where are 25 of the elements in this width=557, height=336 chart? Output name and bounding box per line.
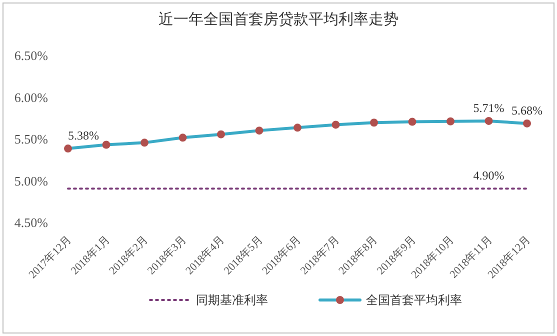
point <box>408 118 416 126</box>
point <box>332 120 340 129</box>
data-label: 5.68% <box>512 103 542 118</box>
point <box>102 140 110 149</box>
data-label: 4.90% <box>473 168 504 183</box>
point <box>484 116 493 125</box>
point <box>294 124 302 132</box>
chart-title: 近一年全国首套房贷款平均利率走势 <box>158 11 398 28</box>
legend-label: 同期基准利率 <box>196 293 268 307</box>
point <box>255 126 264 135</box>
y-tick-label: 5.00% <box>14 173 48 188</box>
data-label: 5.38% <box>68 128 99 143</box>
y-tick-label: 4.50% <box>14 215 48 230</box>
y-tick-label: 6.50% <box>14 48 48 63</box>
point <box>523 119 531 128</box>
y-tick-label: 6.00% <box>14 90 48 105</box>
point <box>446 117 454 126</box>
point <box>217 130 225 138</box>
y-tick-label: 5.50% <box>14 132 48 146</box>
point <box>64 144 72 153</box>
point <box>370 118 378 127</box>
point <box>140 138 148 147</box>
data-label: 5.71% <box>473 100 504 115</box>
point <box>178 134 187 142</box>
legend-label: 全国首套平均利率 <box>366 293 462 307</box>
